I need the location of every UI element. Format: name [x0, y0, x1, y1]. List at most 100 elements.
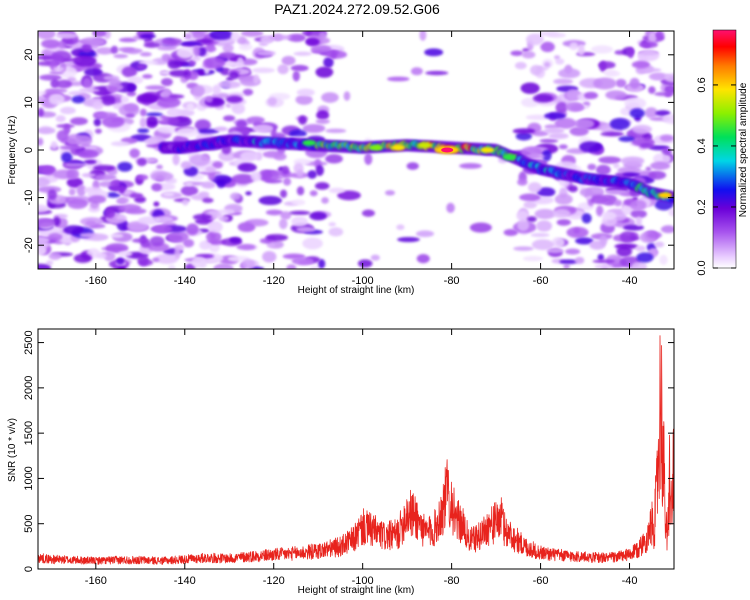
- heatmap-noise-cell: [517, 219, 530, 232]
- heatmap-noise-cell: [286, 264, 297, 269]
- heatmap-noise-cell: [145, 85, 166, 91]
- heatmap-noise-cell: [149, 236, 165, 247]
- colorbar-tick-label: 0.4: [696, 138, 708, 153]
- heatmap-noise-cell: [150, 171, 174, 182]
- snr-x-label: Height of straight line (km): [298, 585, 415, 596]
- heatmap-noise-cell: [144, 138, 158, 145]
- heatmap-noise-cell: [237, 162, 257, 173]
- heatmap-noise-cell: [88, 195, 107, 204]
- heatmap-noise-cell: [662, 114, 674, 125]
- heatmap-noise-cell: [337, 190, 361, 201]
- heatmap-noise-cell: [95, 47, 114, 55]
- colorbar-ticks: 0.0 0.2 0.4 0.6: [696, 77, 736, 276]
- spectrogram-y-tick-label: -10: [23, 190, 35, 206]
- heatmap-noise-cell: [605, 90, 627, 100]
- heatmap-noise-cell: [109, 233, 124, 239]
- heatmap-noise-cell: [48, 93, 65, 105]
- heatmap-hot-cell: [417, 142, 432, 149]
- heatmap-noise-cell: [361, 209, 375, 217]
- spectrogram-x-ticks: -160 -140 -120 -100 -80 -60 -40: [85, 31, 637, 287]
- heatmap-noise-cell: [120, 96, 130, 104]
- heatmap-noise-cell: [186, 102, 195, 111]
- heatmap-noise-cell: [279, 218, 288, 230]
- heatmap-noise-cell: [162, 37, 183, 46]
- heatmap-noise-cell: [630, 199, 647, 211]
- heatmap-noise-cell: [236, 244, 256, 251]
- spectrogram-x-label: Height of straight line (km): [298, 285, 415, 296]
- heatmap-noise-cell: [631, 60, 651, 69]
- heatmap-noise-cell: [541, 149, 552, 162]
- heatmap-cells: [38, 31, 674, 269]
- heatmap-noise-cell: [38, 31, 56, 40]
- heatmap-noise-cell: [83, 145, 98, 150]
- heatmap-noise-cell: [258, 169, 273, 182]
- heatmap-noise-cell: [207, 170, 216, 181]
- snr-y-tick-label: 500: [23, 515, 35, 533]
- heatmap-noise-cell: [84, 67, 103, 77]
- spectrogram-y-tick-label: -20: [23, 237, 35, 253]
- heatmap-noise-cell: [328, 227, 344, 237]
- spectrogram-y-tick-label: 10: [23, 96, 35, 108]
- heatmap-noise-cell: [637, 50, 660, 62]
- heatmap-noise-cell: [192, 31, 206, 39]
- heatmap-noise-cell: [648, 32, 657, 44]
- heatmap-noise-cell: [81, 43, 93, 53]
- heatmap-noise-cell: [589, 194, 611, 205]
- heatmap-noise-cell: [593, 77, 617, 90]
- heatmap-noise-cell: [64, 162, 88, 167]
- heatmap-noise-cell: [291, 216, 308, 227]
- heatmap-noise-cell: [228, 71, 240, 80]
- heatmap-noise-cell: [191, 55, 201, 62]
- heatmap-noise-cell: [569, 126, 589, 136]
- heatmap-noise-cell: [632, 124, 652, 134]
- heatmap-noise-cell: [641, 67, 662, 73]
- heatmap-noise-cell: [105, 243, 129, 254]
- heatmap-noise-cell: [406, 162, 419, 170]
- heatmap-noise-cell: [597, 253, 605, 261]
- heatmap-noise-cell: [579, 141, 603, 153]
- heatmap-noise-cell: [129, 148, 140, 159]
- heatmap-noise-cell: [534, 208, 556, 220]
- heatmap-noise-cell: [569, 42, 579, 51]
- heatmap-noise-cell: [118, 37, 138, 43]
- heatmap-noise-cell: [654, 241, 665, 248]
- heatmap-noise-cell: [523, 201, 538, 209]
- heatmap-noise-cell: [425, 70, 449, 76]
- heatmap-noise-cell: [181, 198, 189, 206]
- heatmap-noise-cell: [539, 138, 559, 143]
- heatmap-noise-cell: [469, 222, 492, 233]
- heatmap-noise-cell: [555, 58, 565, 65]
- heatmap-noise-cell: [281, 55, 296, 66]
- heatmap-noise-cell: [117, 47, 135, 52]
- heatmap-noise-cell: [544, 112, 566, 120]
- heatmap-noise-cell: [219, 51, 236, 59]
- heatmap-noise-cell: [387, 76, 410, 82]
- heatmap-noise-cell: [645, 166, 652, 172]
- heatmap-noise-cell: [305, 37, 320, 46]
- heatmap-noise-cell: [50, 141, 58, 150]
- heatmap-noise-cell: [179, 41, 202, 46]
- heatmap-noise-cell: [644, 107, 658, 119]
- heatmap-noise-cell: [364, 153, 373, 165]
- heatmap-noise-cell: [96, 252, 108, 259]
- heatmap-noise-cell: [630, 209, 647, 219]
- heatmap-noise-cell: [212, 84, 222, 95]
- heatmap-noise-cell: [565, 248, 581, 255]
- heatmap-noise-cell: [609, 118, 631, 130]
- heatmap-noise-cell: [103, 251, 116, 262]
- heatmap-noise-cell: [574, 118, 595, 129]
- heatmap-noise-cell: [77, 149, 99, 159]
- heatmap-noise-cell: [55, 32, 78, 39]
- heatmap-noise-cell: [638, 41, 658, 49]
- heatmap-noise-cell: [565, 101, 584, 112]
- heatmap-noise-cell: [603, 70, 617, 75]
- heatmap-noise-cell: [554, 193, 573, 205]
- heatmap-noise-cell: [546, 248, 564, 254]
- heatmap-noise-cell: [513, 246, 534, 251]
- heatmap-noise-cell: [92, 100, 104, 111]
- heatmap-noise-cell: [236, 57, 245, 69]
- heatmap-noise-cell: [559, 259, 578, 265]
- heatmap-noise-cell: [623, 224, 645, 231]
